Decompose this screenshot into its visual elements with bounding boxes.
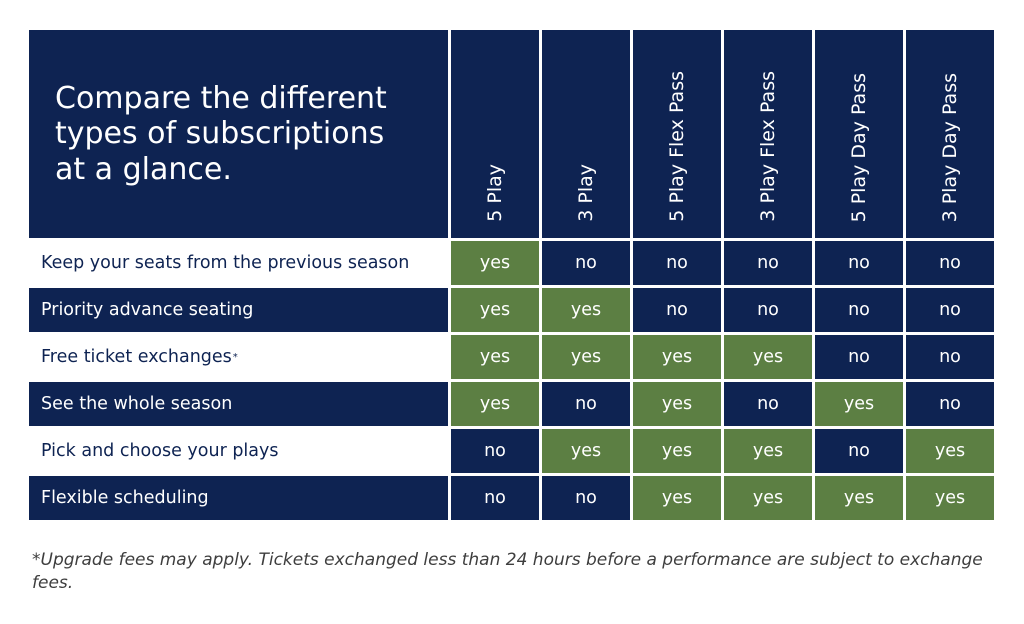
value-cell: no [906, 382, 994, 426]
column-header-label: 5 Play Flex Pass [666, 71, 688, 222]
value-cell: no [542, 241, 630, 285]
value-cell: yes [633, 335, 721, 379]
footnote: *Upgrade fees may apply. Tickets exchang… [32, 550, 983, 593]
value-cell: yes [633, 476, 721, 520]
row-label-text: Pick and choose your plays [41, 441, 279, 461]
column-header-label: 5 Play Day Pass [848, 72, 870, 222]
value-cell: yes [906, 476, 994, 520]
value-cell: yes [542, 335, 630, 379]
column-header-label: 3 Play Flex Pass [757, 71, 779, 222]
column-header: 5 Play Day Pass [815, 30, 903, 238]
value-cell: no [815, 288, 903, 332]
value-cell: no [724, 382, 812, 426]
value-cell: yes [451, 382, 539, 426]
value-cell: yes [906, 429, 994, 473]
column-header: 3 Play Day Pass [906, 30, 994, 238]
row-label-text: Priority advance seating [41, 300, 254, 320]
value-cell: no [815, 241, 903, 285]
value-cell: yes [815, 382, 903, 426]
row-label: Flexible scheduling [29, 476, 448, 520]
row-label: Keep your seats from the previous season [29, 241, 448, 285]
value-cell: no [542, 476, 630, 520]
row-label: Priority advance seating [29, 288, 448, 332]
value-cell: yes [451, 241, 539, 285]
row-label-text: See the whole season [41, 394, 233, 414]
value-cell: no [633, 288, 721, 332]
value-cell: no [906, 241, 994, 285]
column-header-label: 3 Play Day Pass [939, 72, 961, 222]
value-cell: yes [633, 382, 721, 426]
value-cell: yes [724, 429, 812, 473]
column-header: 5 Play Flex Pass [633, 30, 721, 238]
row-label-text: Flexible scheduling [41, 488, 209, 508]
subscription-comparison-table: Compare the different types of subscript… [29, 30, 994, 520]
value-cell: yes [724, 476, 812, 520]
value-cell: yes [451, 335, 539, 379]
value-cell: no [906, 288, 994, 332]
page-title: Compare the different types of subscript… [55, 80, 387, 187]
value-cell: no [451, 476, 539, 520]
value-cell: no [815, 335, 903, 379]
value-cell: yes [633, 429, 721, 473]
value-cell: yes [542, 288, 630, 332]
value-cell: no [451, 429, 539, 473]
column-header: 3 Play [542, 30, 630, 238]
value-cell: no [724, 288, 812, 332]
footnote-marker: * [232, 351, 238, 363]
row-label: See the whole season [29, 382, 448, 426]
value-cell: no [906, 335, 994, 379]
row-label-text: Keep your seats from the previous season [41, 253, 410, 273]
value-cell: no [542, 382, 630, 426]
row-label: Pick and choose your plays [29, 429, 448, 473]
value-cell: yes [815, 476, 903, 520]
value-cell: yes [542, 429, 630, 473]
value-cell: yes [451, 288, 539, 332]
table-title-cell: Compare the different types of subscript… [29, 30, 448, 238]
column-header-label: 3 Play [575, 164, 597, 222]
row-label-text: Free ticket exchanges [41, 347, 232, 367]
value-cell: no [815, 429, 903, 473]
value-cell: no [633, 241, 721, 285]
row-label: Free ticket exchanges * [29, 335, 448, 379]
value-cell: no [724, 241, 812, 285]
column-header-label: 5 Play [484, 164, 506, 222]
column-header: 3 Play Flex Pass [724, 30, 812, 238]
value-cell: yes [724, 335, 812, 379]
column-header: 5 Play [451, 30, 539, 238]
